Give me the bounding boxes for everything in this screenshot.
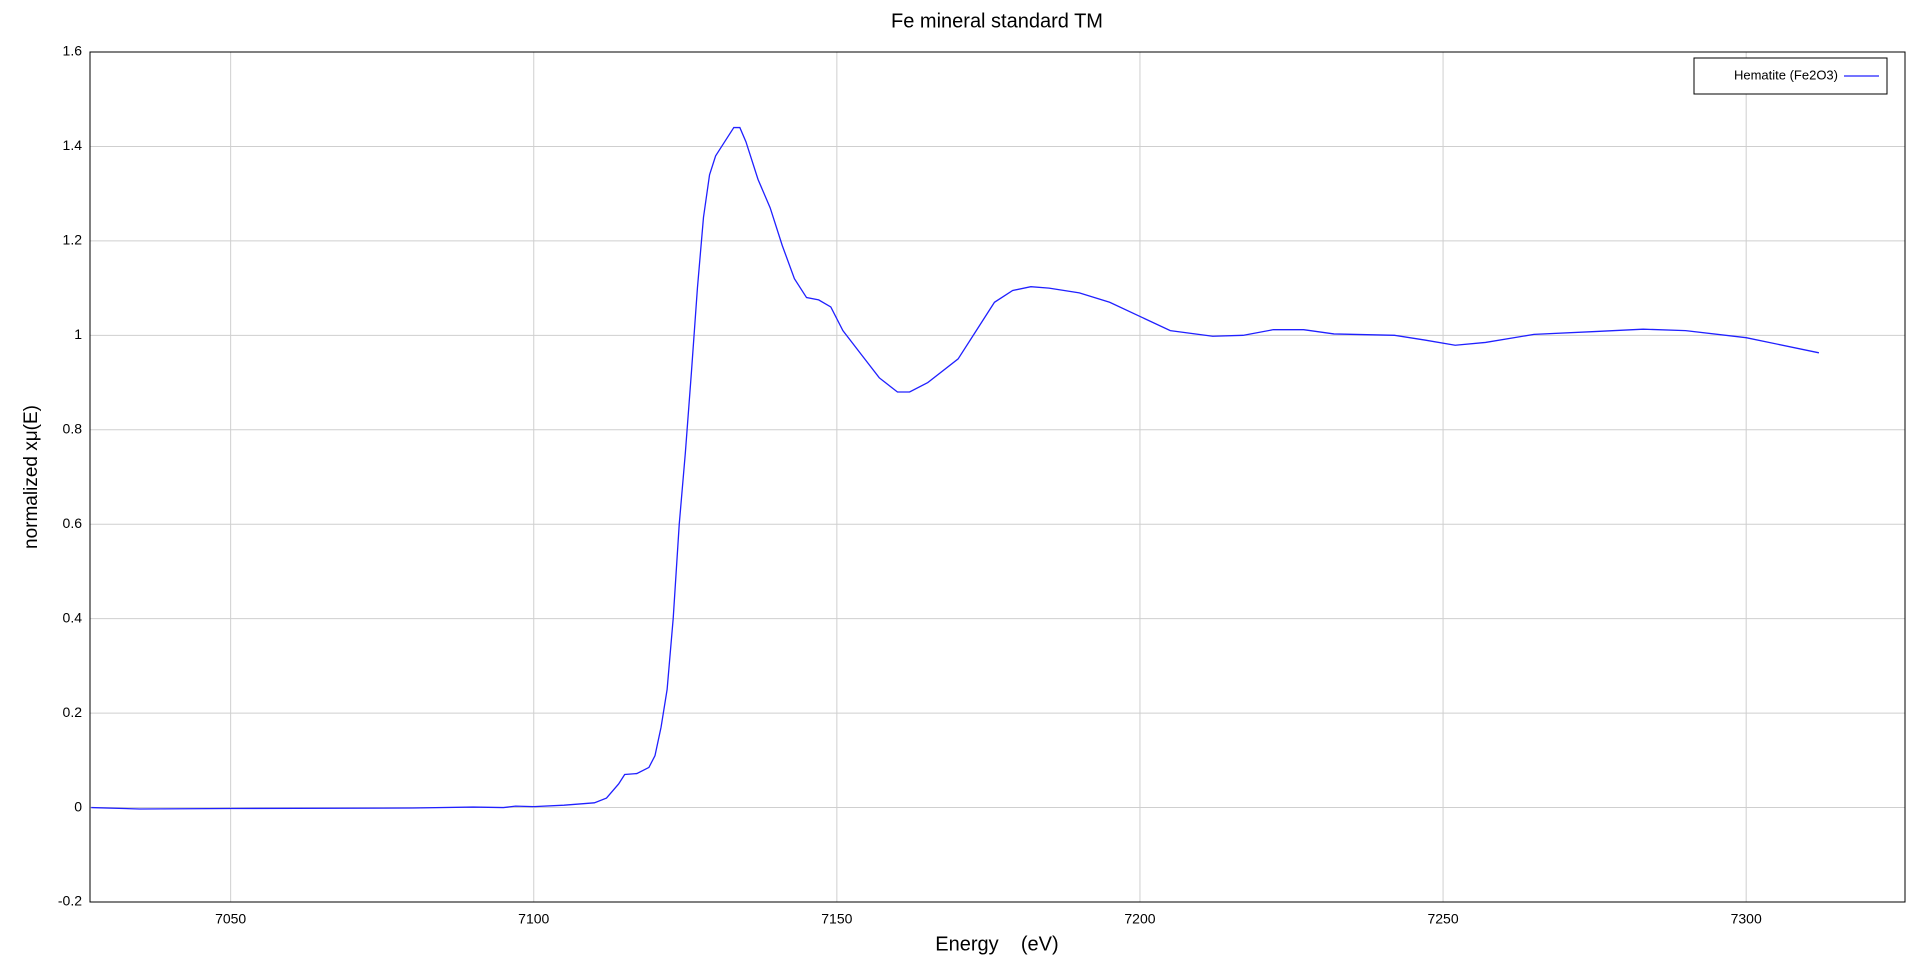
plot-frame: [89, 51, 1906, 903]
y-tick-label: 0.8: [63, 420, 83, 436]
x-axis-label: Energy (eV): [935, 933, 1058, 955]
legend-label: Hematite (Fe2O3): [1734, 67, 1838, 82]
data-line: [91, 126, 1820, 810]
x-tick-label: 7250: [1427, 911, 1458, 927]
y-tick-label: 1.6: [63, 43, 83, 59]
x-tick-label: 7300: [1731, 911, 1762, 927]
y-tick-label: 1.4: [63, 137, 83, 153]
y-tick-label: 0.4: [63, 609, 83, 625]
chart-title: Fe mineral standard TM: [891, 10, 1103, 32]
x-tick-label: 7100: [518, 911, 549, 927]
y-tick-label: 1: [74, 326, 82, 342]
x-tick-label: 7150: [821, 911, 852, 927]
y-tick-label: 0.2: [63, 704, 83, 720]
x-tick-label: 7200: [1124, 911, 1155, 927]
y-tick-label: -0.2: [58, 893, 82, 909]
y-tick-label: 1.2: [63, 232, 83, 248]
y-tick-label: 0.6: [63, 515, 83, 531]
y-tick-label: 0: [74, 798, 82, 814]
y-axis-label: normalized xμ(E): [21, 405, 42, 549]
x-tick-label: 7050: [215, 911, 246, 927]
